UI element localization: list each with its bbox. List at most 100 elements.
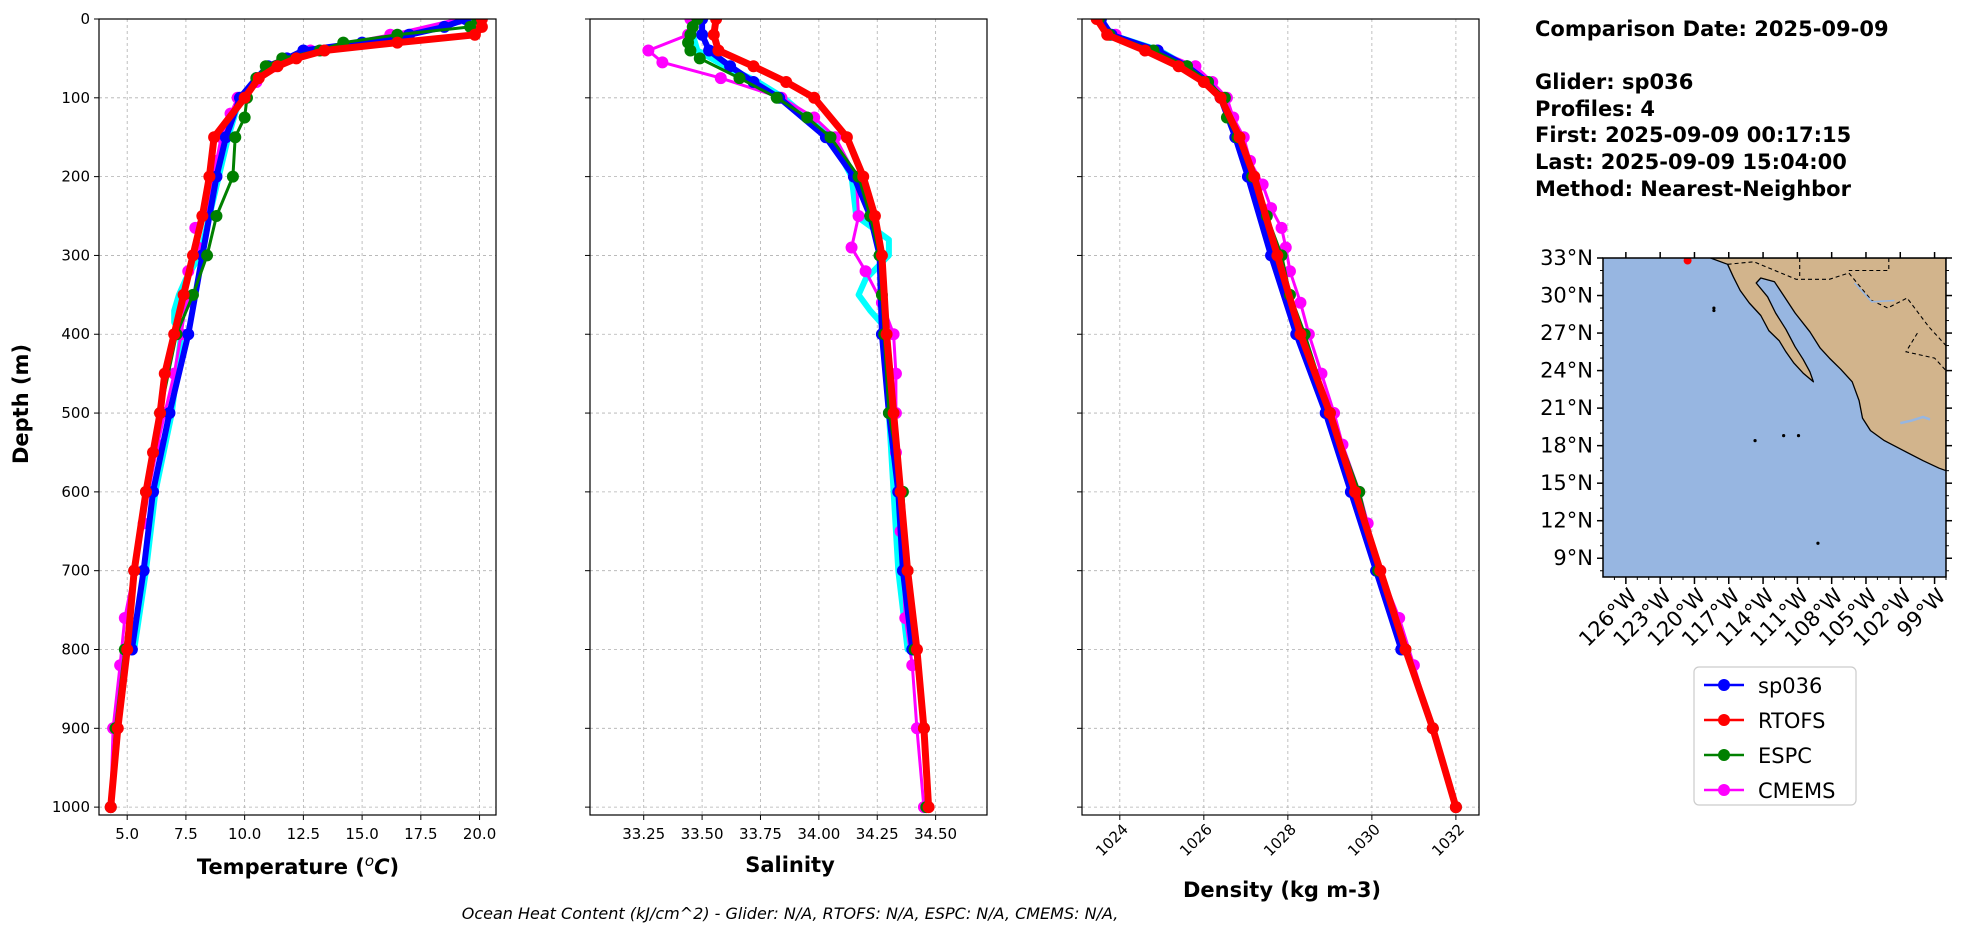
data-point-rtofs	[1090, 19, 1103, 25]
data-point-rtofs	[1214, 91, 1227, 104]
island	[1753, 439, 1757, 443]
data-point-espc	[770, 91, 783, 104]
data-point-cmems	[656, 56, 669, 69]
temperature-axis-label: Temperature (oC)	[197, 852, 399, 879]
island	[1796, 434, 1801, 438]
data-point-rtofs	[922, 801, 935, 814]
data-point-rtofs	[857, 170, 870, 183]
data-point-espc	[210, 210, 223, 223]
x-tick-label: 1026	[1176, 820, 1216, 860]
legend-label: sp036	[1758, 674, 1822, 698]
lat-tick-label: 30°N	[1540, 284, 1593, 308]
data-point-rtofs	[468, 28, 481, 41]
data-point-sp036	[696, 28, 709, 41]
island	[1816, 541, 1820, 545]
axes-frame	[589, 18, 988, 816]
y-tick-label: 900	[61, 719, 90, 737]
legend-marker	[1718, 714, 1730, 726]
lat-tick-label: 12°N	[1540, 509, 1593, 533]
x-tick-label: 33.50	[681, 825, 724, 843]
ohc-footer: Ocean Heat Content (kJ/cm^2) - Glider: N…	[462, 904, 1119, 923]
profile-count: Profiles: 4	[1535, 97, 1655, 121]
data-point-rtofs	[875, 249, 888, 262]
data-point-rtofs	[196, 210, 209, 223]
data-point-rtofs	[1233, 131, 1246, 144]
data-point-rtofs	[1101, 28, 1114, 41]
data-point-rtofs	[917, 722, 930, 735]
lat-tick-label: 9°N	[1553, 546, 1593, 570]
lat-tick-label: 24°N	[1540, 359, 1593, 383]
data-point-espc	[186, 288, 199, 301]
data-point-espc	[801, 111, 814, 124]
data-point-rtofs	[290, 52, 303, 65]
data-point-rtofs	[1172, 60, 1185, 73]
data-point-rtofs	[808, 91, 821, 104]
comparison-date: Comparison Date: 2025-09-09	[1535, 17, 1889, 41]
data-point-cmems	[859, 265, 872, 278]
salinity-axis-label: Salinity	[745, 853, 835, 877]
x-tick-label: 5.0	[115, 825, 139, 843]
location-map: 33°N30°N27°N24°N21°N18°N15°N12°N9°N126°W…	[1540, 246, 1952, 651]
x-tick-label: 15.0	[345, 825, 378, 843]
x-tick-label: 10.0	[228, 825, 261, 843]
density-axis-label: Density (kg m-3)	[1183, 878, 1381, 902]
data-point-rtofs	[139, 485, 152, 498]
data-point-rtofs	[1349, 485, 1362, 498]
legend-box	[1693, 666, 1857, 806]
y-tick-label: 100	[61, 89, 90, 107]
data-point-rtofs	[1323, 407, 1336, 420]
series-line-rtofs	[1093, 19, 1460, 811]
data-point-rtofs	[1399, 643, 1412, 656]
data-point-rtofs	[252, 72, 265, 85]
x-tick-label: 20.0	[463, 825, 496, 843]
legend-marker	[1718, 749, 1730, 761]
legend-entry-espc: ESPC	[1704, 744, 1812, 768]
x-tick-label: 1024	[1092, 820, 1132, 860]
data-point-espc	[693, 52, 706, 65]
data-point-rtofs	[880, 328, 893, 341]
glider-location-marker	[1683, 258, 1692, 265]
island	[1712, 308, 1716, 313]
x-tick-label: 34.50	[914, 825, 957, 843]
x-tick-label: 34.25	[856, 825, 899, 843]
data-point-espc	[733, 72, 746, 85]
data-point-rtofs	[147, 446, 160, 459]
data-point-rtofs	[710, 19, 723, 25]
data-point-rtofs	[111, 722, 124, 735]
data-point-rtofs	[121, 643, 134, 656]
data-point-rtofs	[712, 44, 725, 57]
data-point-rtofs	[1197, 76, 1210, 89]
data-point-sp036	[182, 328, 195, 341]
legend-label: RTOFS	[1758, 709, 1825, 733]
data-point-rtofs	[868, 210, 881, 223]
x-tick-label: 17.5	[404, 825, 437, 843]
data-point-rtofs	[203, 170, 216, 183]
data-point-rtofs	[208, 131, 221, 144]
y-tick-label: 600	[61, 483, 90, 501]
data-point-rtofs	[1426, 722, 1439, 735]
river	[1853, 282, 1895, 303]
data-point-rtofs	[186, 249, 199, 262]
data-point-rtofs	[910, 643, 923, 656]
lat-tick-label: 27°N	[1540, 321, 1593, 345]
depth-axis-label: Depth (m)	[9, 344, 33, 464]
legend-marker	[1718, 784, 1730, 796]
y-tick-label: 300	[61, 246, 90, 264]
data-point-rtofs	[238, 91, 251, 104]
glider-name: Glider: sp036	[1535, 70, 1693, 94]
data-point-rtofs	[780, 76, 793, 89]
data-point-rtofs	[1271, 249, 1284, 262]
y-tick-label: 800	[61, 640, 90, 658]
y-tick-label: 0	[80, 10, 90, 28]
data-point-rtofs	[158, 367, 171, 380]
data-point-rtofs	[104, 801, 117, 814]
y-tick-label: 500	[61, 404, 90, 422]
data-point-sp036	[163, 407, 176, 420]
temperature-panel: 5.0 7.5 10.0 12.5 15.0 17.5 20.0 0 100 200 300 400 5…	[52, 10, 497, 843]
series-line-cmems	[646, 19, 926, 809]
data-point-rtofs	[154, 407, 167, 420]
data-point-rtofs	[168, 328, 181, 341]
x-tick-label: 1028	[1260, 820, 1300, 860]
y-tick-label: 1000	[52, 798, 90, 816]
data-point-sp036	[219, 131, 232, 144]
